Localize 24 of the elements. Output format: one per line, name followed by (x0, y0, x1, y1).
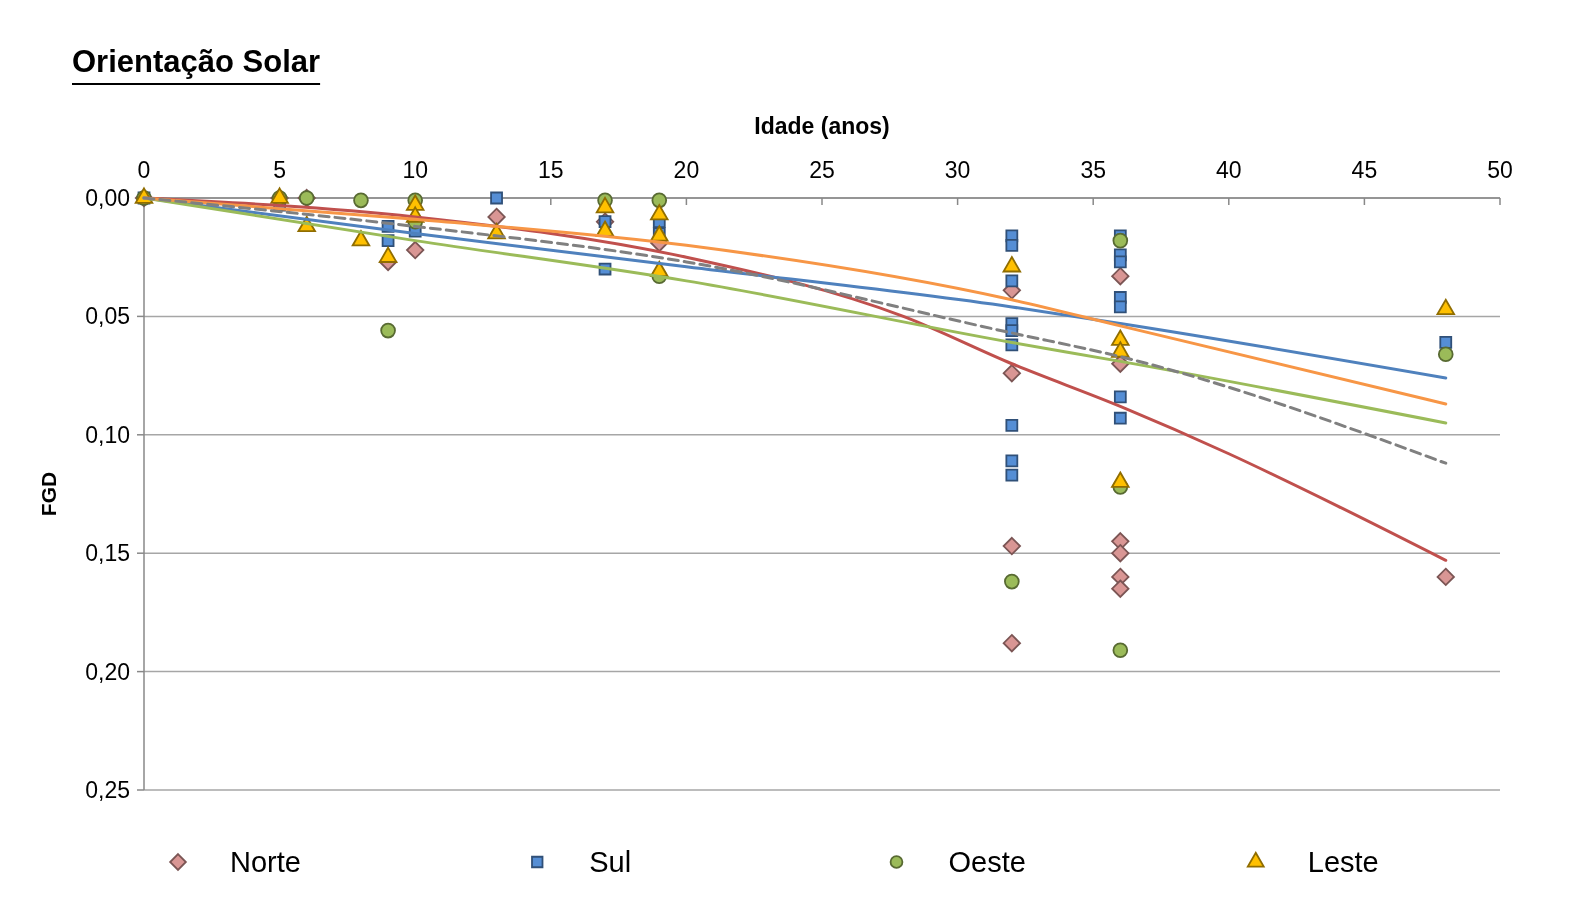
x-tick-label: 50 (1487, 157, 1513, 183)
y-tick-label: 0,20 (85, 658, 130, 685)
legend-label: Sul (589, 846, 632, 879)
x-tick-label: 45 (1351, 157, 1378, 183)
y-tick-label: 0,00 (85, 185, 130, 212)
legend-label: Oeste (948, 846, 1026, 879)
x-tick-label: 10 (402, 157, 428, 183)
x-tick-label: 30 (944, 157, 971, 183)
y-tick-label: 0,10 (85, 421, 130, 448)
x-tick-label: 40 (1216, 157, 1242, 183)
legend-label: Norte (230, 846, 301, 879)
chart-title: Orientação Solar (72, 44, 321, 79)
legend-label: Leste (1307, 846, 1379, 879)
x-tick-label: 20 (673, 157, 700, 183)
x-tick-label: 0 (137, 157, 151, 183)
y-tick-label: 0,25 (85, 777, 130, 804)
x-tick-label: 5 (273, 157, 286, 183)
y-tick-label: 0,05 (85, 303, 130, 330)
y-axis-title: FGD (37, 471, 60, 517)
x-tick-label: 15 (538, 157, 564, 183)
x-tick-label: 35 (1080, 157, 1106, 183)
x-tick-label: 25 (809, 157, 835, 183)
x-axis-title: Idade (anos) (754, 113, 890, 139)
y-tick-label: 0,15 (85, 540, 130, 567)
